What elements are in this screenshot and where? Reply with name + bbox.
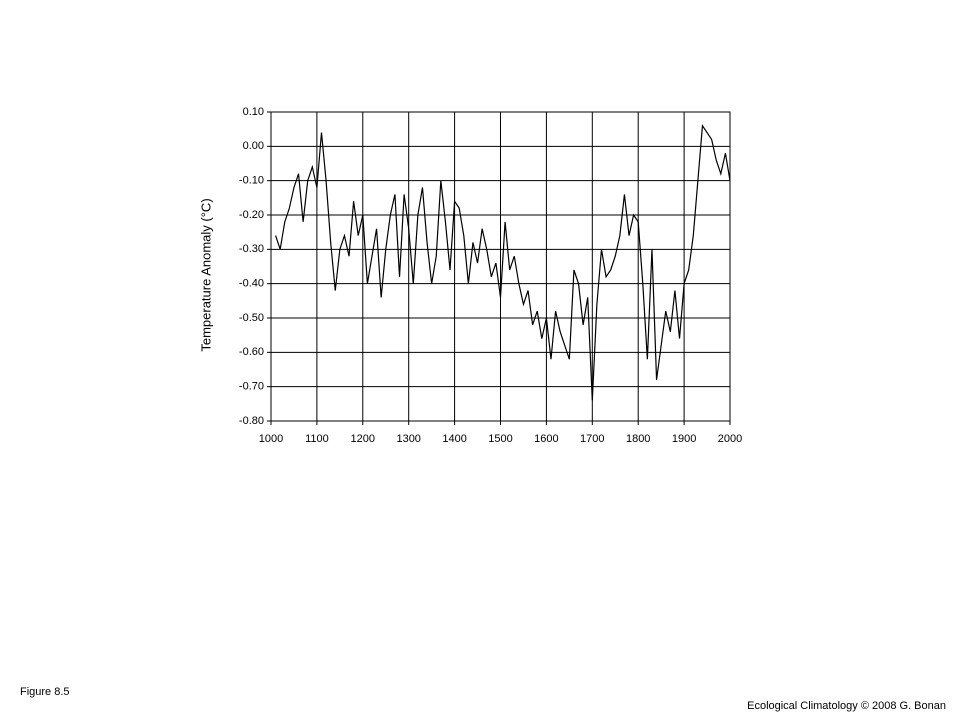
x-tick-label: 1500: [488, 433, 512, 445]
x-tick-label: 1200: [351, 433, 375, 445]
y-tick-label: -0.30: [239, 243, 264, 255]
x-tick-label: 2000: [718, 433, 742, 445]
y-tick-label: -0.20: [239, 209, 264, 221]
x-tick-label: 1800: [626, 433, 650, 445]
x-tick-label: 1600: [534, 433, 558, 445]
figure-label: Figure 8.5: [20, 686, 70, 698]
x-tick-label: 1000: [259, 433, 283, 445]
x-tick-label: 1900: [672, 433, 696, 445]
x-tick-label: 1100: [305, 433, 329, 445]
y-tick-label: -0.10: [239, 175, 264, 187]
x-tick-label: 1300: [396, 433, 420, 445]
y-axis-label: Temperature Anomaly (°C): [198, 198, 213, 351]
y-tick-label: 0.10: [243, 106, 264, 118]
data-line: [275, 123, 731, 401]
y-tick-label: -0.50: [239, 312, 264, 324]
y-tick-label: 0.00: [243, 140, 264, 152]
y-tick-label: -0.40: [239, 278, 264, 290]
x-tick-label: 1400: [442, 433, 466, 445]
x-tick-label: 1700: [580, 433, 604, 445]
y-tick-label: -0.70: [239, 381, 264, 393]
credit: Ecological Climatology © 2008 G. Bonan: [747, 700, 946, 712]
y-tick-label: -0.80: [239, 415, 264, 427]
y-tick-label: -0.60: [239, 346, 264, 358]
